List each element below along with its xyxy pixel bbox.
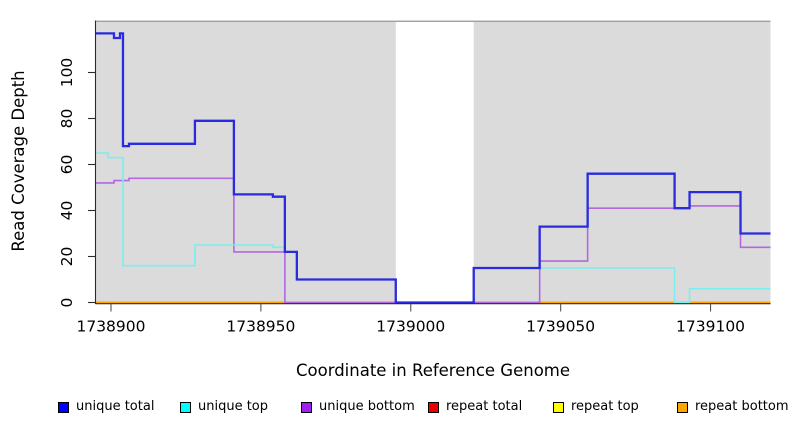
unique-top-swatch-icon [180, 401, 191, 413]
x-tick-label: 1739050 [526, 318, 595, 336]
uncovered-region [395, 21, 474, 304]
legend-label: unique bottom [319, 399, 415, 414]
y-tick-label: 0 [58, 298, 76, 308]
x-axis-title: Coordinate in Reference Genome [296, 361, 570, 380]
x-tick-label: 1738900 [76, 318, 145, 336]
legend-label: repeat bottom [695, 399, 789, 414]
x-tick-label: 1738950 [226, 318, 295, 336]
legend-label: repeat top [571, 399, 639, 414]
axes-and-ticks: 0 20 40 60 80 100 1738900 1738950 1739000 1739050… [58, 20, 771, 336]
legend-item-unique-total: unique total [58, 396, 154, 418]
y-axis-title: Read Coverage Depth [9, 70, 28, 251]
y-tick-label: 20 [58, 247, 76, 267]
unique-total-swatch-icon [58, 401, 69, 413]
legend-label: repeat total [446, 399, 523, 414]
legend-item-unique-bottom: unique bottom [301, 396, 415, 418]
y-tick-label: 100 [58, 58, 76, 88]
repeat-bottom-swatch-icon [677, 401, 688, 413]
legend-item-unique-top: unique top [180, 396, 268, 418]
legend-label: unique total [76, 399, 155, 414]
legend-item-repeat-bottom: repeat bottom [677, 396, 789, 418]
unique-bottom-swatch-icon [301, 401, 312, 413]
series-line-unique-total [96, 32, 771, 304]
y-tick-label: 80 [58, 109, 76, 129]
legend-label: unique top [198, 399, 269, 414]
repeat-total-swatch-icon [428, 401, 439, 413]
x-tick-label: 1739100 [676, 318, 745, 336]
repeat-top-swatch-icon [553, 401, 564, 413]
x-tick-label: 1739000 [376, 318, 445, 336]
y-tick-label: 40 [58, 201, 76, 221]
y-tick-label: 60 [58, 155, 76, 175]
legend-item-repeat-total: repeat total [428, 396, 522, 418]
legend: unique total unique top unique bottom re… [0, 396, 792, 422]
series-lines [96, 32, 771, 304]
plot-panel [96, 20, 771, 304]
legend-item-repeat-top: repeat top [553, 396, 639, 418]
